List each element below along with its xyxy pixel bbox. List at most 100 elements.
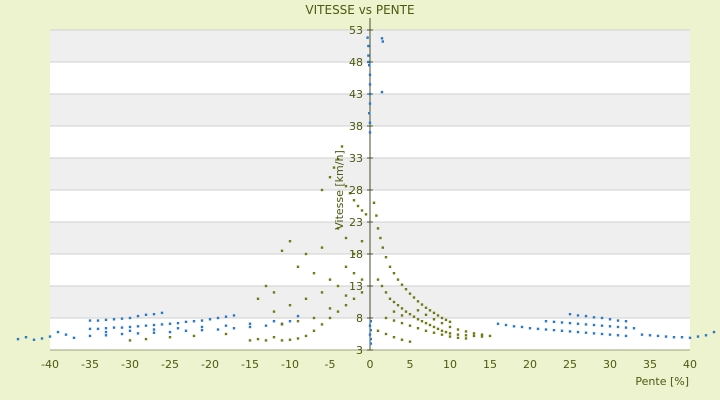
data-point-series-1 — [600, 324, 604, 327]
data-point-series-2 — [360, 291, 364, 294]
data-point-series-2 — [336, 227, 340, 230]
data-point-series-1 — [88, 334, 92, 338]
data-point-series-2 — [256, 337, 260, 341]
data-point-series-2 — [288, 338, 292, 341]
data-point-series-1 — [16, 337, 20, 341]
data-point-series-2 — [344, 304, 348, 307]
data-point-series-1 — [712, 330, 716, 334]
data-point-series-1 — [120, 317, 124, 320]
data-point-series-1 — [248, 325, 252, 329]
data-point-series-1 — [568, 330, 572, 333]
data-point-series-1 — [568, 321, 572, 325]
data-point-series-2 — [412, 315, 416, 318]
data-point-series-1 — [72, 336, 76, 340]
data-point-series-1 — [584, 323, 588, 326]
data-point-series-2 — [392, 310, 396, 313]
data-point-series-1 — [544, 328, 548, 331]
data-point-series-2 — [472, 332, 476, 335]
axes — [50, 18, 690, 351]
y-tick-label: 43 — [349, 88, 363, 101]
data-point-series-2 — [372, 201, 376, 204]
data-point-series-1 — [369, 342, 372, 345]
data-point-series-2 — [408, 340, 412, 343]
data-point-series-2 — [448, 320, 452, 324]
data-point-series-2 — [264, 284, 268, 288]
data-point-series-1 — [104, 334, 108, 337]
data-point-series-1 — [584, 314, 588, 318]
data-point-series-2 — [456, 333, 460, 336]
data-point-series-2 — [328, 307, 332, 310]
x-tick-label: -5 — [325, 358, 336, 371]
data-point-series-2 — [488, 334, 492, 338]
data-point-series-1 — [128, 316, 132, 320]
data-point-series-1 — [136, 325, 140, 328]
data-point-series-1 — [536, 327, 540, 331]
data-point-series-1 — [128, 325, 132, 329]
y-tick-label: 18 — [349, 248, 363, 261]
x-tick-label: -35 — [81, 358, 99, 371]
data-point-series-2 — [168, 336, 172, 339]
data-point-series-1 — [600, 332, 604, 336]
data-point-series-2 — [392, 319, 396, 322]
data-point-series-1 — [200, 319, 204, 322]
data-point-series-2 — [280, 339, 284, 342]
data-point-series-1 — [600, 316, 604, 320]
data-point-series-2 — [432, 311, 436, 315]
data-point-series-1 — [664, 335, 668, 338]
data-point-series-1 — [656, 334, 660, 338]
data-point-series-1 — [368, 92, 372, 96]
data-point-series-1 — [192, 320, 196, 323]
x-tick-label: 35 — [643, 358, 657, 371]
data-point-series-2 — [336, 284, 340, 288]
data-point-series-2 — [416, 318, 420, 321]
y-tick-label: 8 — [356, 312, 363, 325]
data-point-series-2 — [328, 176, 332, 179]
data-point-series-1 — [368, 112, 371, 115]
data-point-series-1 — [624, 334, 628, 338]
data-point-series-2 — [344, 184, 348, 188]
data-point-series-1 — [576, 330, 580, 334]
data-point-series-1 — [200, 328, 204, 332]
data-point-series-1 — [696, 335, 700, 338]
data-point-series-1 — [369, 320, 372, 323]
data-point-series-2 — [424, 313, 428, 316]
data-point-series-1 — [136, 314, 140, 318]
data-point-series-2 — [320, 323, 324, 326]
data-point-series-1 — [296, 314, 300, 318]
data-point-series-2 — [360, 278, 364, 281]
x-tick-label: 20 — [523, 358, 537, 371]
data-point-series-1 — [560, 321, 564, 324]
data-point-series-2 — [396, 278, 400, 281]
data-point-series-2 — [464, 330, 468, 333]
data-point-series-1 — [632, 327, 636, 330]
data-point-series-1 — [112, 326, 116, 329]
data-point-series-1 — [368, 64, 371, 67]
data-point-series-1 — [366, 36, 369, 39]
data-point-series-2 — [352, 252, 356, 256]
data-point-series-2 — [288, 240, 292, 243]
data-point-series-1 — [152, 323, 156, 327]
data-point-series-2 — [320, 188, 324, 192]
data-point-series-2 — [248, 339, 252, 342]
data-point-series-2 — [312, 329, 316, 332]
data-point-series-1 — [88, 327, 92, 331]
data-point-series-2 — [272, 291, 276, 294]
data-point-series-2 — [336, 310, 340, 313]
data-point-series-2 — [376, 278, 380, 281]
data-point-series-2 — [444, 318, 448, 322]
data-point-series-1 — [592, 316, 596, 319]
data-point-series-2 — [312, 316, 316, 320]
data-point-series-2 — [436, 314, 440, 317]
data-point-series-2 — [380, 284, 384, 288]
data-point-series-1 — [616, 325, 620, 329]
data-point-series-1 — [704, 334, 708, 337]
data-point-series-2 — [416, 300, 420, 303]
data-point-series-2 — [360, 209, 364, 212]
data-point-series-2 — [344, 265, 348, 268]
data-point-series-2 — [448, 335, 452, 338]
y-tick-label: 53 — [349, 24, 363, 37]
data-point-series-2 — [440, 321, 444, 325]
data-point-series-2 — [420, 303, 424, 306]
data-point-series-1 — [608, 318, 612, 321]
data-point-series-2 — [320, 291, 324, 294]
